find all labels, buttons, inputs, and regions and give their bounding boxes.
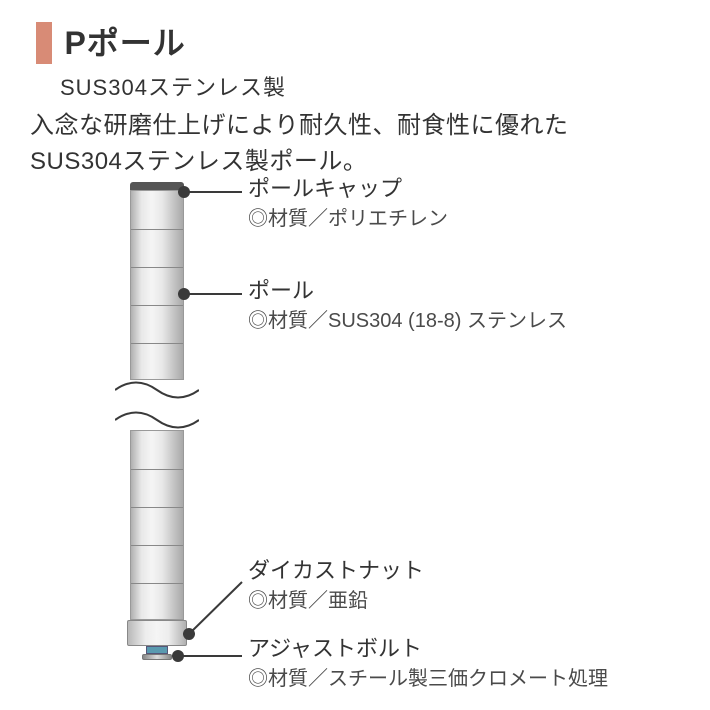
pole-groove bbox=[131, 583, 183, 584]
callout-leader-pole bbox=[184, 293, 242, 295]
header: Pポール bbox=[36, 22, 186, 64]
callout-material: ◎材質／スチール製三価クロメート処理 bbox=[248, 665, 608, 693]
callout-label-diecast: ダイカストナット ◎材質／亜鉛 bbox=[248, 556, 424, 615]
pole-groove bbox=[131, 343, 183, 344]
adjust-bolt-foot-shape bbox=[142, 654, 172, 660]
callout-material: ◎材質／ポリエチレン bbox=[248, 205, 448, 233]
callout-leader-diecast bbox=[183, 578, 248, 638]
callout-material: ◎材質／亜鉛 bbox=[248, 587, 424, 615]
callout-leader-bolt bbox=[178, 655, 242, 657]
callout-leader-cap bbox=[184, 191, 242, 193]
page-title: Pポール bbox=[64, 22, 185, 64]
adjust-bolt-shape bbox=[146, 646, 168, 654]
diecast-nut-shape bbox=[127, 620, 187, 646]
pole-illustration bbox=[130, 180, 184, 670]
pole-groove bbox=[131, 469, 183, 470]
pole-groove bbox=[131, 545, 183, 546]
description: 入念な研磨仕上げにより耐久性、耐食性に優れた SUS304ステンレス製ポール。 bbox=[30, 108, 569, 180]
callout-label-cap: ポールキャップ ◎材質／ポリエチレン bbox=[248, 174, 448, 233]
pole-groove bbox=[131, 507, 183, 508]
pole-cap-shape bbox=[130, 182, 184, 190]
subtitle: SUS304ステンレス製 bbox=[60, 70, 286, 102]
accent-bar bbox=[36, 22, 52, 64]
pole-lower-segment bbox=[130, 430, 184, 620]
pole-groove bbox=[131, 229, 183, 230]
pole-upper-segment bbox=[130, 190, 184, 380]
description-line-1: 入念な研磨仕上げにより耐久性、耐食性に優れた bbox=[30, 108, 569, 144]
pole-diagram: ポールキャップ ◎材質／ポリエチレン ポール ◎材質／SUS304 (18-8)… bbox=[0, 180, 710, 710]
callout-title: ポールキャップ bbox=[248, 174, 448, 205]
break-mark bbox=[115, 375, 199, 435]
callout-title: ダイカストナット bbox=[248, 556, 424, 587]
callout-title: アジャストボルト bbox=[248, 634, 608, 665]
callout-title: ポール bbox=[248, 276, 567, 307]
callout-material: ◎材質／SUS304 (18-8) ステンレス bbox=[248, 307, 567, 335]
pole-groove bbox=[131, 305, 183, 306]
pole-groove bbox=[131, 267, 183, 268]
callout-label-pole: ポール ◎材質／SUS304 (18-8) ステンレス bbox=[248, 276, 567, 335]
callout-label-bolt: アジャストボルト ◎材質／スチール製三価クロメート処理 bbox=[248, 634, 608, 693]
